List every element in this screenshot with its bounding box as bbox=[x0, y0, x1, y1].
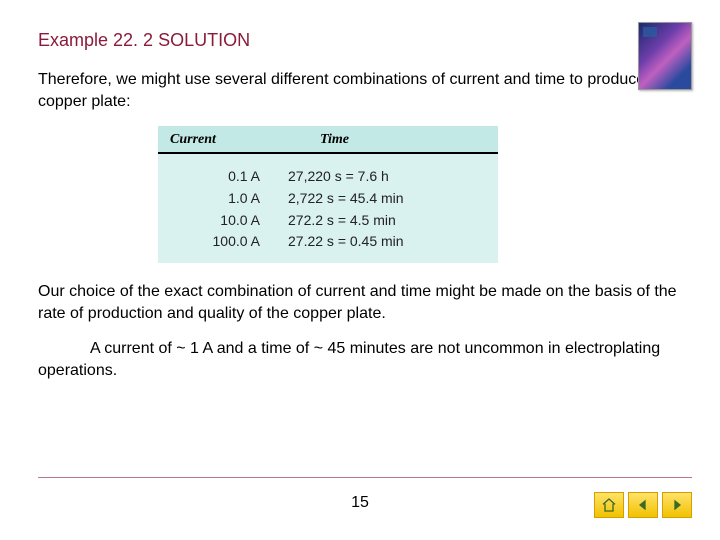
conclusion-paragraph-2: A current of ~ 1 A and a time of ~ 45 mi… bbox=[38, 338, 682, 381]
table-body: 0.1 A 27,220 s = 7.6 h 1.0 A 2,722 s = 4… bbox=[158, 154, 498, 263]
table-row: 10.0 A 272.2 s = 4.5 min bbox=[170, 210, 486, 232]
textbook-cover-thumbnail bbox=[638, 22, 692, 90]
conclusion-paragraph-1: Our choice of the exact combination of c… bbox=[38, 281, 682, 324]
table-header-time: Time bbox=[320, 132, 486, 148]
slide-title: Example 22. 2 SOLUTION bbox=[38, 30, 682, 51]
table-row: 1.0 A 2,722 s = 45.4 min bbox=[170, 188, 486, 210]
intro-paragraph: Therefore, we might use several differen… bbox=[38, 69, 682, 112]
table-row: 0.1 A 27,220 s = 7.6 h bbox=[170, 166, 486, 188]
next-icon bbox=[669, 497, 685, 513]
prev-button[interactable] bbox=[628, 492, 658, 518]
current-time-table: Current Time 0.1 A 27,220 s = 7.6 h 1.0 … bbox=[158, 126, 498, 263]
cell-current: 1.0 A bbox=[170, 188, 288, 210]
home-button[interactable] bbox=[594, 492, 624, 518]
next-button[interactable] bbox=[662, 492, 692, 518]
table-row: 100.0 A 27.22 s = 0.45 min bbox=[170, 231, 486, 253]
table-header-current: Current bbox=[170, 132, 320, 148]
prev-icon bbox=[635, 497, 651, 513]
footer-rule bbox=[38, 477, 692, 478]
cell-current: 0.1 A bbox=[170, 166, 288, 188]
cell-time: 27.22 s = 0.45 min bbox=[288, 231, 486, 253]
cell-time: 2,722 s = 45.4 min bbox=[288, 188, 486, 210]
cell-current: 100.0 A bbox=[170, 231, 288, 253]
cell-time: 27,220 s = 7.6 h bbox=[288, 166, 486, 188]
nav-controls bbox=[594, 492, 692, 518]
home-icon bbox=[601, 497, 617, 513]
cell-time: 272.2 s = 4.5 min bbox=[288, 210, 486, 232]
table-header-row: Current Time bbox=[158, 126, 498, 154]
slide: Example 22. 2 SOLUTION Therefore, we mig… bbox=[0, 0, 720, 540]
cell-current: 10.0 A bbox=[170, 210, 288, 232]
